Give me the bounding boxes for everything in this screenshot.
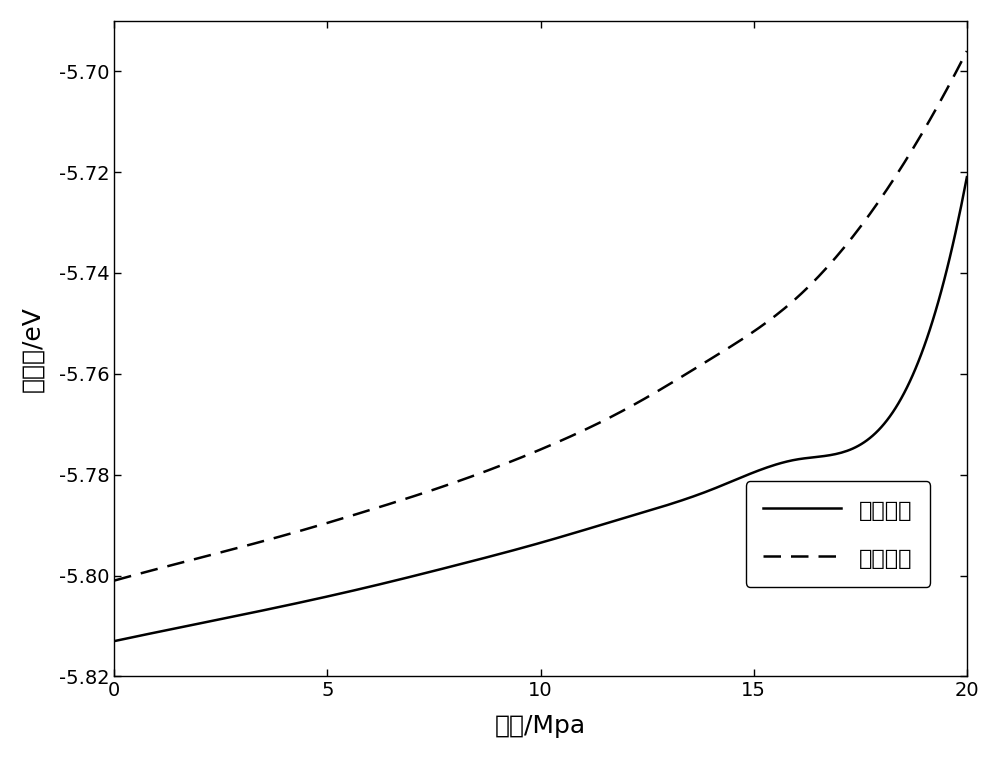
塑性形变 (613, 408, 625, 417)
弹性形变 (111, 636, 123, 645)
塑性形变 (111, 575, 123, 584)
弹性形变 (827, 450, 839, 459)
X-axis label: 压力/Mpa: 压力/Mpa (495, 714, 586, 739)
弹性形变 (630, 510, 642, 519)
塑性形变 (961, 46, 973, 55)
弹性形变 (613, 515, 625, 524)
塑性形变 (630, 399, 642, 408)
塑性形变 (616, 407, 628, 416)
弹性形变 (961, 172, 973, 181)
弹性形变 (881, 416, 893, 425)
Legend: 弹性形变, 塑性形变: 弹性形变, 塑性形变 (746, 481, 930, 587)
Line: 塑性形变: 塑性形变 (114, 51, 967, 581)
Y-axis label: 层错能/eV: 层错能/eV (21, 306, 45, 392)
塑性形变 (881, 184, 893, 194)
弹性形变 (108, 637, 120, 646)
Line: 弹性形变: 弹性形变 (114, 177, 967, 641)
弹性形变 (616, 514, 628, 523)
塑性形变 (827, 257, 839, 266)
塑性形变 (108, 576, 120, 585)
